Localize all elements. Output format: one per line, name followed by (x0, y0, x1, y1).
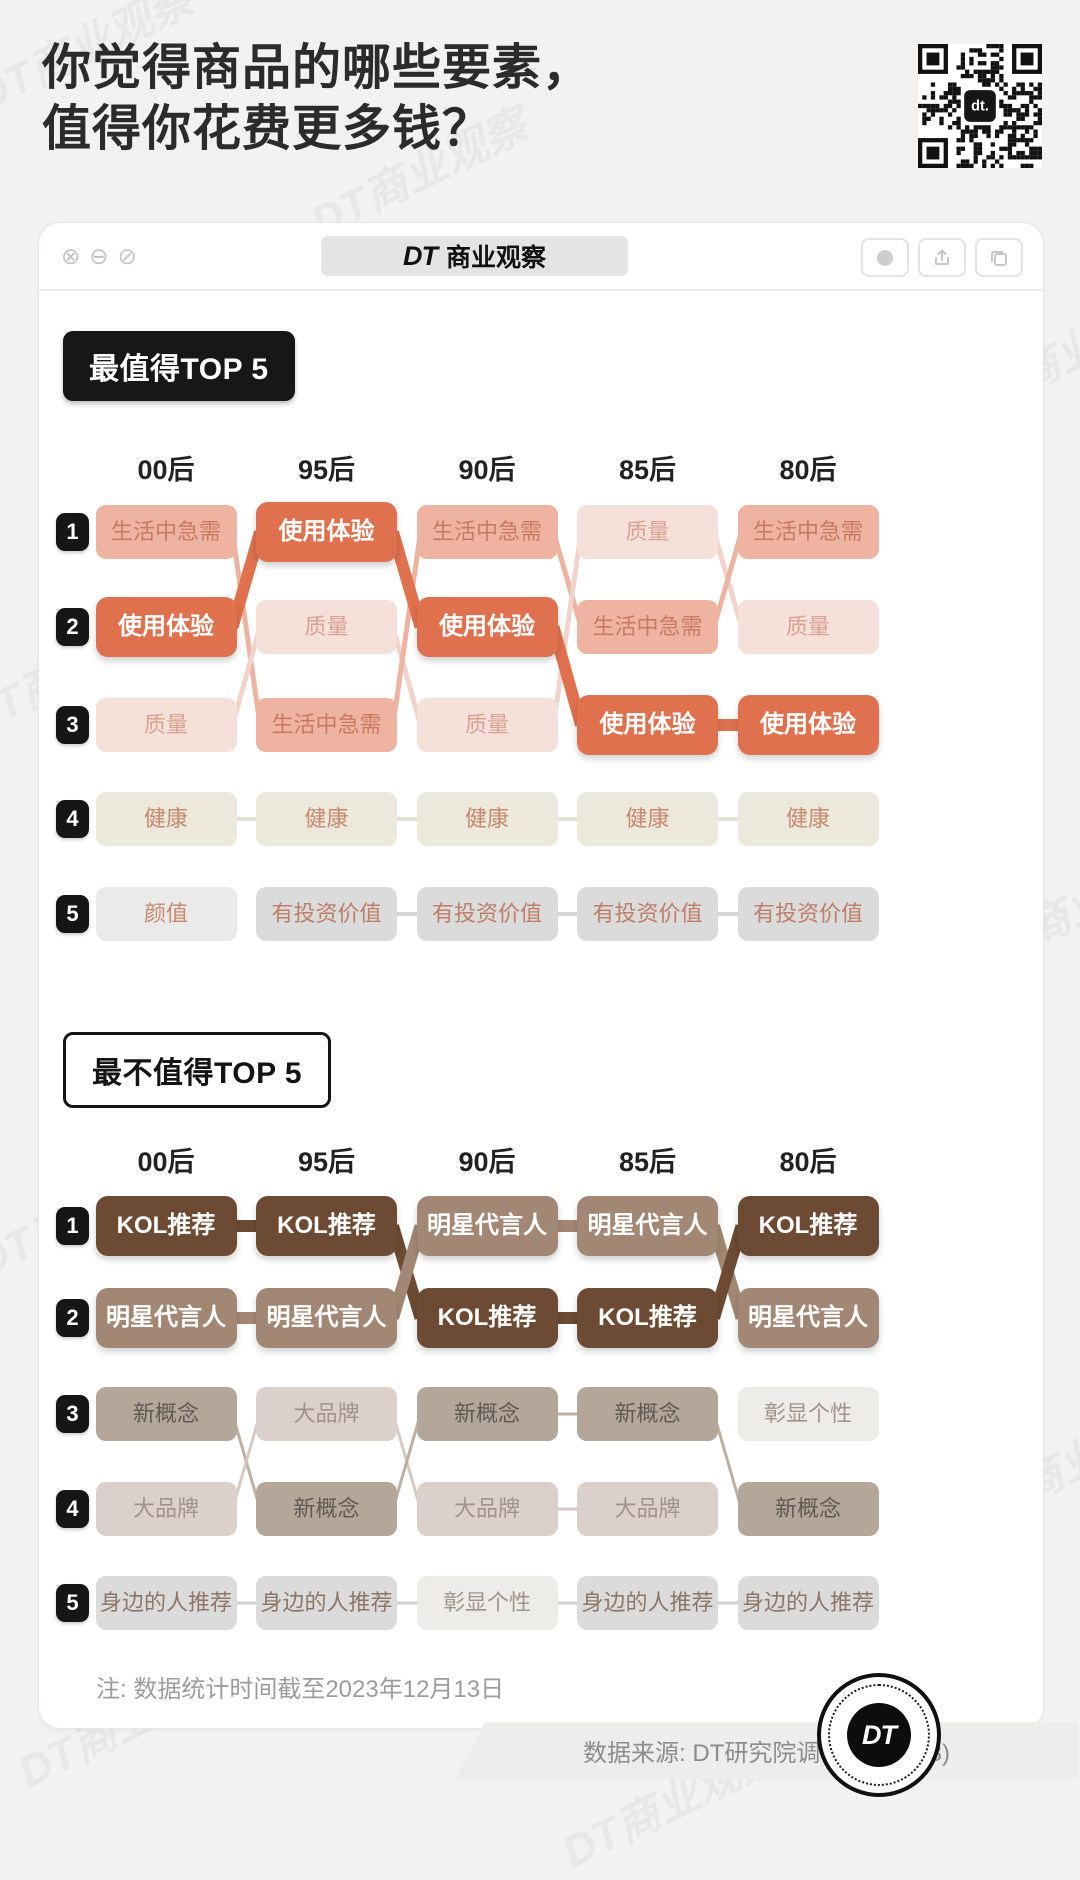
rank-badge: 5 (56, 1584, 89, 1622)
window-chrome: ⊗ ⊖ ⊘ DT 商业观察 (39, 223, 1043, 291)
copy-icon (991, 250, 1007, 266)
rank-badge: 4 (56, 800, 89, 838)
bump-connector-lines (226, 530, 748, 1605)
column-header: 95后 (297, 455, 356, 485)
window-title: DT 商业观察 (321, 236, 628, 276)
browser-card: ⊗ ⊖ ⊘ DT 商业观察 最值得TOP 5 00后 95后 90后 85后 80后 1 (38, 222, 1044, 1729)
rank-cell: 生活中急需 (737, 505, 879, 559)
rank-badge: 2 (56, 608, 89, 646)
page-title-line2: 值得你花费更多钱？ (42, 101, 493, 156)
rank-cell: 使用体验 (416, 597, 558, 657)
rank-cell: KOL推荐 (95, 1196, 237, 1256)
rank-badge: 3 (56, 1395, 89, 1433)
record-icon (877, 249, 893, 266)
section-badge: 最不值得TOP 5 (63, 1032, 332, 1108)
column-header: 85后 (618, 455, 677, 485)
rank-cell: KOL推荐 (416, 1288, 558, 1348)
rank-cell: 生活中急需 (95, 505, 237, 559)
rank-cell: 质量 (95, 698, 237, 752)
rank-cell: 健康 (737, 792, 879, 846)
rank-cell: 身边的人推荐 (256, 1576, 397, 1630)
rank-cell: 彰显个性 (737, 1387, 879, 1441)
rank-cell: 身边的人推荐 (577, 1576, 718, 1630)
rank-cell: 生活中急需 (416, 505, 558, 559)
footnote: 注: 数据统计时间截至2023年12月13日 (96, 1676, 505, 1703)
rank-badge: 5 (56, 895, 89, 933)
share-button[interactable] (918, 238, 966, 277)
seal-dotted-ring (828, 1684, 930, 1786)
column-header: 80后 (779, 1147, 837, 1177)
rank-badge: 1 (56, 1207, 89, 1245)
rank-cell: 新概念 (256, 1482, 397, 1536)
rank-cell: 质量 (416, 698, 558, 752)
page-title-line1: 你觉得商品的哪些要素， (42, 41, 593, 95)
rank-cell: 彰显个性 (416, 1576, 558, 1630)
svg-text:dt.: dt. (971, 99, 989, 115)
rank-cell: KOL推荐 (737, 1196, 879, 1256)
column-header: 85后 (618, 1147, 677, 1177)
copy-button[interactable] (975, 238, 1023, 277)
column-header: 80后 (779, 455, 837, 485)
rank-cell: 身边的人推荐 (737, 1576, 879, 1630)
rank-cell: 明星代言人 (416, 1196, 558, 1256)
source-bar: 数据来源: DT研究院调研 (N=1148) (455, 1722, 1078, 1779)
column-header: 90后 (458, 455, 516, 485)
page-title: 你觉得商品的哪些要素， 值得你花费更多钱？ (42, 38, 592, 160)
rank-cell: 健康 (256, 792, 397, 846)
record-button[interactable] (861, 238, 909, 277)
dt-seal: DT (817, 1673, 941, 1797)
rank-cell: 新概念 (577, 1387, 718, 1441)
rank-cell: 使用体验 (577, 695, 718, 755)
rank-badge: 3 (56, 706, 89, 744)
rank-cell: 新概念 (737, 1482, 879, 1536)
rank-cell: 使用体验 (95, 597, 237, 657)
rank-cell: 生活中急需 (577, 600, 718, 654)
close-icon[interactable]: ⊗ (61, 242, 81, 269)
column-header: 00后 (137, 455, 195, 485)
rank-cell: 质量 (256, 600, 397, 654)
rank-cell: 有投资价值 (256, 887, 397, 941)
rank-cell: 有投资价值 (416, 887, 558, 941)
rank-cell: 大品牌 (256, 1387, 397, 1441)
rank-cell: 有投资价值 (577, 887, 718, 941)
rank-cell: 明星代言人 (95, 1288, 237, 1348)
rank-cell: 质量 (737, 600, 879, 654)
column-header: 00后 (137, 1147, 195, 1177)
rank-badge: 1 (56, 513, 89, 551)
column-header: 95后 (297, 1147, 356, 1177)
rank-cell: 新概念 (416, 1387, 558, 1441)
block-icon[interactable]: ⊘ (117, 242, 137, 269)
rank-cell: 颜值 (95, 887, 237, 941)
rank-cell: 大品牌 (577, 1482, 718, 1536)
section-badge: 最值得TOP 5 (63, 331, 295, 401)
rank-cell: KOL推荐 (577, 1288, 718, 1348)
rank-cell: 健康 (95, 792, 237, 846)
rank-cell: 明星代言人 (737, 1288, 879, 1348)
column-header: 90后 (458, 1147, 516, 1177)
brand-name: 商业观察 (445, 244, 546, 272)
minimize-icon[interactable]: ⊖ (89, 242, 109, 269)
qr-code: dt. (918, 44, 1042, 168)
rank-cell: 使用体验 (256, 502, 397, 562)
rank-cell: 有投资价值 (737, 887, 879, 941)
rank-cell: 使用体验 (737, 695, 879, 755)
rank-badge: 2 (56, 1299, 89, 1337)
rank-cell: 生活中急需 (256, 698, 397, 752)
rank-cell: 健康 (416, 792, 558, 846)
window-controls-right (861, 238, 1023, 277)
rank-cell: 新概念 (95, 1387, 237, 1441)
rank-cell: 明星代言人 (256, 1288, 397, 1348)
share-icon (935, 249, 949, 265)
rank-cell: 健康 (577, 792, 718, 846)
brand-logo: DT (402, 240, 438, 271)
rank-cell: KOL推荐 (256, 1196, 397, 1256)
rank-cell: 明星代言人 (577, 1196, 718, 1256)
rank-cell: 大品牌 (95, 1482, 237, 1536)
rank-cell: 质量 (577, 505, 718, 559)
window-controls-left: ⊗ ⊖ ⊘ (61, 223, 137, 289)
rank-badge: 4 (56, 1490, 89, 1528)
rank-cell: 身边的人推荐 (95, 1576, 237, 1630)
rank-cell: 大品牌 (416, 1482, 558, 1536)
